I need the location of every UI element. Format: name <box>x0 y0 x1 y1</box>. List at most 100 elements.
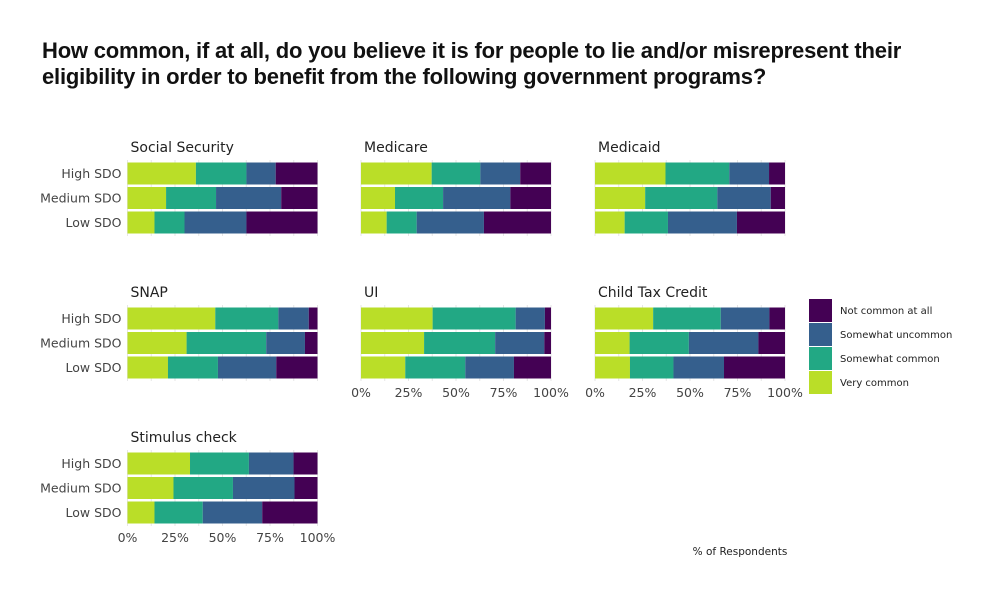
bar-medicare-low-sdo-very-common <box>361 211 387 234</box>
facet-panels: Social Security High SDO Medium SDO Low SDO… <box>40 140 803 545</box>
bar-medicaid-low-sdo-somewhat-uncommon <box>667 211 737 234</box>
bar-child-tax-credit-high-sdo-very-common <box>595 307 654 330</box>
x-tick-label: 100% <box>300 530 336 545</box>
bar-snap-high-sdo-somewhat-uncommon <box>278 307 309 330</box>
bar-social-security-medium-sdo-somewhat-common <box>166 187 217 209</box>
panel-snap: SNAP High SDO Medium SDO Low SDO <box>40 285 318 381</box>
bar-medicare-medium-sdo-very-common <box>361 187 396 209</box>
bar-snap-low-sdo-somewhat-uncommon <box>217 356 277 379</box>
y-tick-label: Low SDO <box>66 360 122 375</box>
legend-item-somewhat-uncommon: Somewhat uncommon <box>809 323 952 346</box>
bar-stimulus-check-high-sdo-somewhat-uncommon <box>248 452 294 475</box>
bar-child-tax-credit-high-sdo-not-common-at-all <box>769 307 785 330</box>
bar-ui-low-sdo-somewhat-uncommon <box>465 356 514 379</box>
legend-swatch <box>809 347 832 370</box>
bar-social-security-low-sdo-somewhat-uncommon <box>184 211 247 234</box>
bar-snap-high-sdo-very-common <box>127 307 216 330</box>
x-tick-label: 50% <box>442 385 470 400</box>
bar-social-security-low-sdo-very-common <box>127 211 155 234</box>
bar-stimulus-check-medium-sdo-somewhat-common <box>173 477 233 499</box>
legend-item-somewhat-common: Somewhat common <box>809 347 940 370</box>
y-tick-label: Low SDO <box>66 215 122 230</box>
bar-medicaid-high-sdo-not-common-at-all <box>769 162 785 185</box>
panel-title: Medicaid <box>598 140 661 156</box>
bar-medicaid-high-sdo-somewhat-common <box>665 162 730 185</box>
panel-stimulus-check: Stimulus check High SDO Medium SDO Low SDO 0… <box>40 430 335 545</box>
bar-child-tax-credit-medium-sdo-somewhat-uncommon <box>688 332 759 354</box>
x-axis-title: % of Respondents <box>693 546 788 558</box>
legend-swatch <box>809 299 832 322</box>
bar-snap-medium-sdo-somewhat-uncommon <box>266 332 305 354</box>
bar-social-security-medium-sdo-somewhat-uncommon <box>216 187 282 209</box>
bar-child-tax-credit-low-sdo-very-common <box>595 356 630 379</box>
x-tick-label: 75% <box>724 385 752 400</box>
y-tick-label: Medium SDO <box>40 481 122 496</box>
bar-medicare-medium-sdo-somewhat-uncommon <box>443 187 511 209</box>
panel-title: Child Tax Credit <box>598 285 708 301</box>
panel-child-tax-credit: Child Tax Credit 0% 25% 50% 75% 100% <box>585 285 803 400</box>
bar-ui-high-sdo-somewhat-uncommon <box>515 307 545 330</box>
bar-stimulus-check-high-sdo-very-common <box>127 452 191 475</box>
bar-medicare-high-sdo-very-common <box>361 162 432 185</box>
x-tick-label: 25% <box>395 385 423 400</box>
bar-ui-medium-sdo-somewhat-common <box>424 332 496 354</box>
bar-medicare-high-sdo-not-common-at-all <box>520 162 551 185</box>
bar-snap-medium-sdo-not-common-at-all <box>304 332 318 354</box>
legend-item-very-common: Very common <box>809 371 909 394</box>
bar-snap-low-sdo-very-common <box>127 356 168 379</box>
x-tick-label: 50% <box>209 530 237 545</box>
bar-medicare-low-sdo-somewhat-common <box>386 211 417 234</box>
bar-ui-high-sdo-somewhat-common <box>432 307 516 330</box>
panel-title: Stimulus check <box>131 430 238 446</box>
bar-ui-high-sdo-not-common-at-all <box>544 307 551 330</box>
bar-medicare-medium-sdo-not-common-at-all <box>510 187 551 209</box>
x-tick-label: 0% <box>118 530 138 545</box>
bar-medicare-low-sdo-somewhat-uncommon <box>416 211 484 234</box>
legend-label: Somewhat uncommon <box>840 330 952 341</box>
bar-ui-medium-sdo-not-common-at-all <box>544 332 551 354</box>
bar-snap-medium-sdo-very-common <box>127 332 187 354</box>
y-tick-label: Low SDO <box>66 505 122 520</box>
bar-stimulus-check-low-sdo-somewhat-uncommon <box>202 501 263 524</box>
bar-medicare-medium-sdo-somewhat-common <box>395 187 444 209</box>
bar-medicare-high-sdo-somewhat-common <box>431 162 481 185</box>
bar-social-security-low-sdo-not-common-at-all <box>246 211 318 234</box>
panel-ui: UI 0% 25% 50% 75% 100% <box>351 285 569 400</box>
y-tick-label: Medium SDO <box>40 336 122 351</box>
panel-medicare: Medicare <box>360 140 552 236</box>
x-tick-label: 0% <box>585 385 605 400</box>
bar-social-security-high-sdo-somewhat-uncommon <box>246 162 276 185</box>
bar-child-tax-credit-low-sdo-somewhat-common <box>629 356 674 379</box>
y-tick-label: High SDO <box>61 311 121 326</box>
bar-snap-low-sdo-not-common-at-all <box>276 356 318 379</box>
bar-snap-low-sdo-somewhat-common <box>167 356 218 379</box>
bar-medicaid-medium-sdo-not-common-at-all <box>770 187 785 209</box>
bar-snap-medium-sdo-somewhat-common <box>186 332 267 354</box>
x-tick-label: 100% <box>533 385 569 400</box>
bar-snap-high-sdo-somewhat-common <box>215 307 279 330</box>
x-tick-label: 25% <box>161 530 189 545</box>
bar-stimulus-check-low-sdo-not-common-at-all <box>262 501 318 524</box>
bar-child-tax-credit-medium-sdo-somewhat-common <box>629 332 689 354</box>
bar-stimulus-check-high-sdo-not-common-at-all <box>293 452 318 475</box>
bar-child-tax-credit-medium-sdo-very-common <box>595 332 630 354</box>
bar-medicaid-high-sdo-very-common <box>595 162 666 185</box>
y-tick-label: High SDO <box>61 456 121 471</box>
legend-label: Somewhat common <box>840 354 940 365</box>
legend-label: Not common at all <box>840 306 932 317</box>
bar-medicaid-low-sdo-not-common-at-all <box>736 211 785 234</box>
bar-social-security-high-sdo-not-common-at-all <box>275 162 318 185</box>
bar-ui-low-sdo-very-common <box>361 356 406 379</box>
legend-item-not-common-at-all: Not common at all <box>809 299 932 322</box>
bar-social-security-high-sdo-very-common <box>127 162 196 185</box>
x-tick-label: 25% <box>629 385 657 400</box>
bar-ui-high-sdo-very-common <box>361 307 433 330</box>
bar-stimulus-check-medium-sdo-somewhat-uncommon <box>232 477 295 499</box>
panel-title: UI <box>364 285 378 301</box>
legend-swatch <box>809 323 832 346</box>
panel-title: Medicare <box>364 140 428 156</box>
x-tick-label: 0% <box>351 385 371 400</box>
legend-label: Very common <box>840 378 909 389</box>
bar-ui-low-sdo-somewhat-common <box>405 356 466 379</box>
bar-medicaid-medium-sdo-somewhat-uncommon <box>717 187 771 209</box>
